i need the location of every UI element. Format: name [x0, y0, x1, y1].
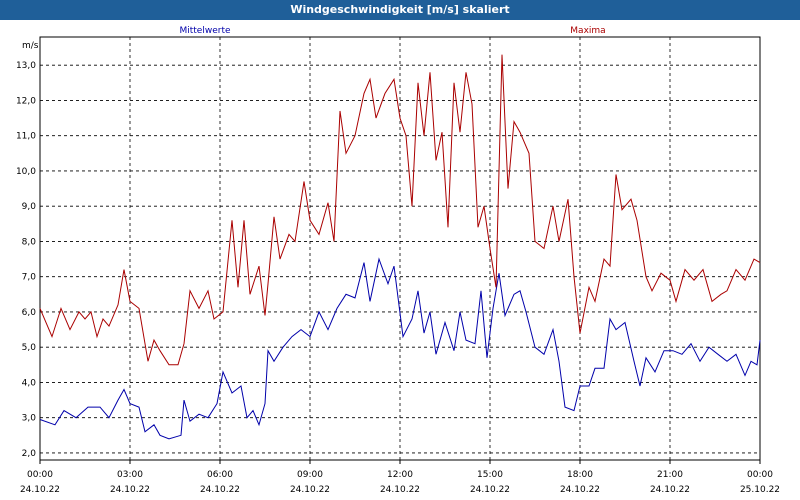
chart-title: Windgeschwindigkeit [m/s] skaliert: [0, 0, 800, 20]
legend-mittelwerte: Mittelwerte: [179, 26, 230, 36]
x-tick-time: 03:00: [117, 470, 143, 480]
x-tick-date: 24.10.22: [20, 485, 60, 495]
x-tick-time: 00:00: [27, 470, 53, 480]
x-tick-date: 24.10.22: [110, 485, 150, 495]
x-tick-labels: 00:00 24.10.22 03:00 24.10.22 06:00 24.10.22 0…: [20, 470, 780, 495]
series-line-mittelwerte: [39, 257, 761, 440]
x-tick-time: 18:00: [567, 470, 593, 480]
legend-maxima: Maxima: [570, 26, 605, 36]
x-tick-time: 21:00: [657, 470, 683, 480]
x-tick-date: 24.10.22: [290, 485, 330, 495]
y-tick-labels: 2,0 3,0 4,0 5,0 6,0 7,0 8,0 9,0 10,0 11,0 12,0 13,0: [16, 61, 36, 459]
series-line-maxima: [39, 54, 761, 366]
y-tick-label: 3,0: [22, 414, 37, 424]
x-tick-date: 24.10.22: [560, 485, 600, 495]
y-tick-label: 2,0: [22, 449, 37, 459]
y-tick-label: 5,0: [22, 343, 37, 353]
x-tick-date: 24.10.22: [380, 485, 420, 495]
y-tick-label: 7,0: [22, 273, 37, 283]
y-tick-label: 12,0: [16, 96, 36, 106]
x-tick-time: 12:00: [387, 470, 413, 480]
y-axis-label: m/s: [22, 41, 39, 51]
x-tick-date: 24.10.22: [200, 485, 240, 495]
y-tick-label: 4,0: [22, 378, 37, 388]
y-tick-label: 13,0: [16, 61, 36, 71]
x-tick-date: 25.10.22: [740, 485, 780, 495]
y-tick-label: 10,0: [16, 167, 36, 177]
x-tick-time: 09:00: [297, 470, 323, 480]
x-tick-date: 24.10.22: [470, 485, 510, 495]
x-tick-date: 24.10.22: [650, 485, 690, 495]
y-tick-label: 6,0: [22, 308, 37, 318]
x-tick-time: 00:00: [747, 470, 773, 480]
y-tick-label: 9,0: [22, 202, 37, 212]
series-lines: [39, 54, 761, 440]
x-tick-time: 15:00: [477, 470, 503, 480]
x-tick-time: 06:00: [207, 470, 233, 480]
y-tick-label: 11,0: [16, 132, 36, 142]
y-tick-label: 8,0: [22, 237, 37, 247]
